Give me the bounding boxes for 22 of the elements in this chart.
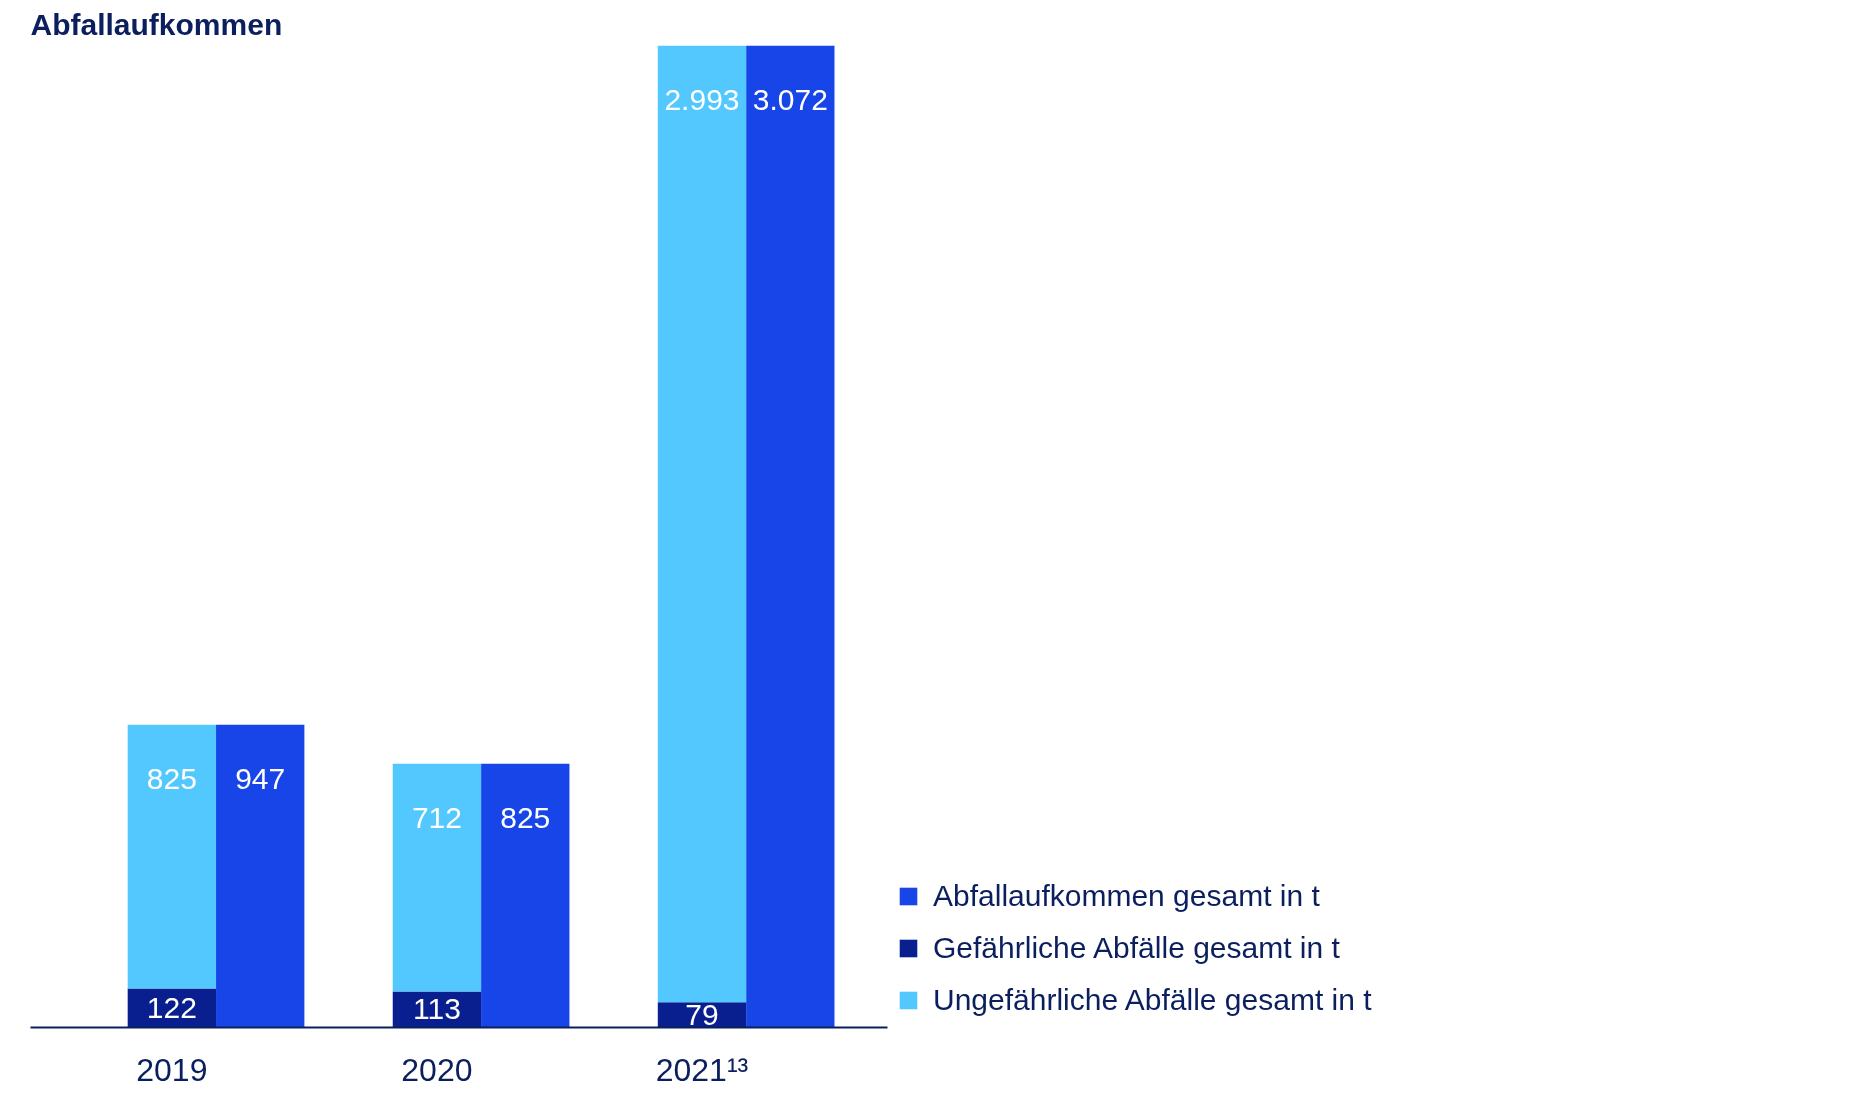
- data-label: 825: [500, 800, 551, 834]
- chart-title: Abfallaufkommen: [30, 7, 283, 41]
- bar: [127, 724, 217, 989]
- legend-label: Gefährliche Abfälle gesamt in t: [933, 931, 1340, 965]
- bar: [481, 763, 570, 1028]
- bar: [392, 763, 482, 992]
- x-tick-label: 2019: [136, 1051, 208, 1088]
- data-label: 122: [146, 991, 197, 1024]
- data-label: 79: [685, 997, 719, 1031]
- x-tick-label: 2020: [401, 1051, 473, 1088]
- legend-label: Abfallaufkommen gesamt in t: [933, 879, 1320, 913]
- data-label: 2.993: [664, 82, 740, 116]
- bar: [657, 45, 747, 1003]
- data-label: 3.072: [752, 82, 828, 116]
- bar: [746, 45, 835, 1028]
- data-label: 825: [146, 761, 197, 795]
- data-label: 712: [411, 800, 462, 834]
- legend-label: Ungefährliche Abfälle gesamt in t: [933, 983, 1372, 1017]
- data-label: 947: [235, 761, 286, 795]
- bar: [216, 724, 305, 1028]
- x-tick-label: 2021¹³: [655, 1051, 749, 1088]
- data-label: 113: [413, 992, 461, 1026]
